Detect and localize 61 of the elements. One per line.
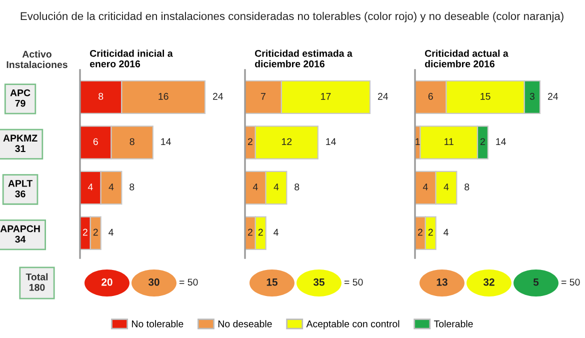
data-label: 2 <box>93 228 98 236</box>
text: 32 <box>483 278 494 286</box>
data-label: 12 <box>282 138 292 145</box>
data-label: 8 <box>130 138 134 146</box>
chart-title: Criticidad inicial a enero 2016 <box>90 50 173 68</box>
text: 15 <box>266 278 278 286</box>
data-label: 2 <box>480 138 485 145</box>
legend-label: Aceptable con control <box>306 320 400 330</box>
text: = 50 <box>561 278 580 286</box>
y-tick-label: APC 79 <box>10 89 30 107</box>
text: = 50 <box>344 278 363 286</box>
total-label: 24 <box>212 92 224 100</box>
data-label: 4 <box>108 184 114 190</box>
data-label: 11 <box>444 138 454 145</box>
data-label: 2 <box>258 228 263 236</box>
total-label: 24 <box>548 92 558 100</box>
data-label: 17 <box>321 93 331 100</box>
data-label: 4 <box>422 184 428 190</box>
total-label: 24 <box>378 92 388 100</box>
total-label: 4 <box>274 228 278 236</box>
y-tick-label: APKMZ 31 <box>3 134 38 152</box>
legend-label: No deseable <box>218 320 272 328</box>
legend-label: Tolerable <box>434 320 473 328</box>
text: = 50 <box>179 278 198 286</box>
y-axis-title: Activo Instalaciones <box>6 50 68 68</box>
total-label: 8 <box>294 184 300 190</box>
data-label: 3 <box>530 92 534 100</box>
text: 30 <box>148 278 160 286</box>
text: 13 <box>436 278 448 286</box>
data-label: 2 <box>248 228 252 236</box>
text: 35 <box>313 278 325 286</box>
data-label: 15 <box>480 93 490 100</box>
data-label: 4 <box>252 184 258 190</box>
text: 5 <box>533 278 539 286</box>
total-label: 14 <box>161 138 171 145</box>
total-label: 4 <box>444 228 448 236</box>
text: Evolución de la criticidad en instalaciones consideradas no tolerables (color rojo) y no deseable (color naranja) <box>20 12 564 22</box>
data-label: 16 <box>158 92 168 100</box>
text: 20 <box>102 278 112 286</box>
data-label: 4 <box>274 184 279 190</box>
legend-label: No tolerable <box>132 320 184 328</box>
data-label: 2 <box>248 138 252 145</box>
total-label: 8 <box>464 184 470 190</box>
data-label: 2 <box>418 228 422 236</box>
data-label: 8 <box>98 92 104 100</box>
data-label: 2 <box>82 228 88 236</box>
total-label: 8 <box>130 184 134 190</box>
total-label: 14 <box>496 138 506 145</box>
chart-title: Criticidad actual a diciembre 2016 <box>425 50 508 68</box>
y-tick-label: APAPCH 34 <box>0 225 40 243</box>
data-label: 2 <box>428 228 433 236</box>
y-tick-label: APLT 36 <box>8 180 33 198</box>
text: Total 180 <box>26 273 48 291</box>
chart-title: Criticidad estimada a diciembre 2016 <box>255 50 352 68</box>
data-label: 6 <box>428 92 433 100</box>
data-label: 4 <box>88 184 93 190</box>
data-label: 6 <box>93 138 98 146</box>
total-label: 4 <box>108 228 114 236</box>
total-label: 14 <box>326 138 336 145</box>
data-label: 4 <box>444 184 449 190</box>
data-label: 7 <box>261 93 266 100</box>
